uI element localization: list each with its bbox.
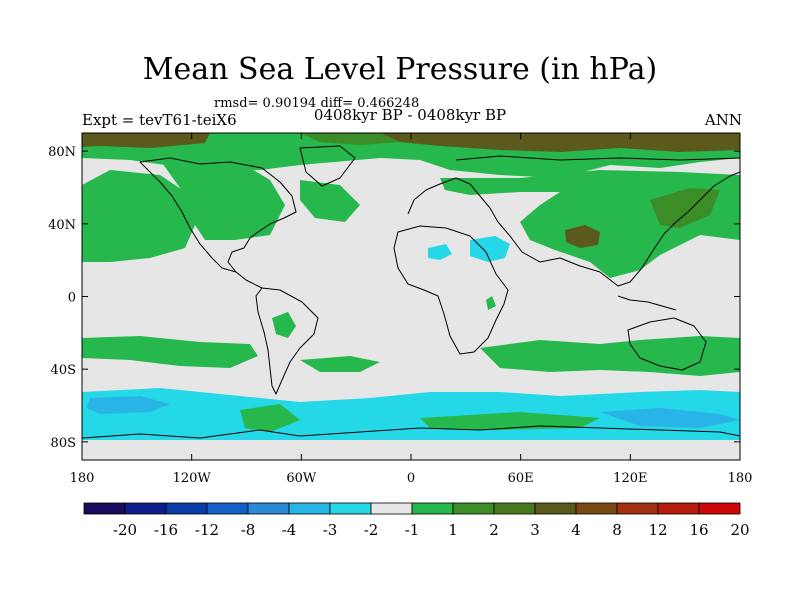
lat-tick-label: 80S <box>51 436 76 451</box>
lon-tick-label: 120E <box>613 471 647 486</box>
field-arabia-low <box>470 236 510 262</box>
lat-tick-label: 40S <box>51 363 76 378</box>
colorbar-swatch <box>206 502 249 515</box>
coast-indonesia <box>617 295 677 311</box>
coast-africa <box>393 225 509 355</box>
coastlines <box>82 145 740 439</box>
lon-tick-label: 0 <box>407 471 415 486</box>
colorbar-label: 12 <box>648 521 667 539</box>
colorbar-label: 2 <box>489 521 499 539</box>
colorbar-swatch <box>452 502 495 515</box>
colorbar-label: 16 <box>689 521 708 539</box>
colorbar: -20 -16 -12 -8 -4 -3 -2 -1 1 2 3 4 8 12 16 20 <box>83 502 750 539</box>
experiment-label: Expt = tevT61-teiX6 <box>82 111 237 129</box>
field-north-pacific <box>82 170 195 262</box>
colorbar-label: -1 <box>405 521 420 539</box>
field-south-atlantic-belt <box>300 356 380 372</box>
coast-asia <box>497 171 740 287</box>
coast-europe <box>407 177 499 223</box>
colorbar-label: -20 <box>113 521 137 539</box>
coast-asia-north <box>455 155 740 161</box>
colorbar-swatch <box>124 502 167 515</box>
field-arctic-darkgreen <box>300 133 400 145</box>
coast-north-america-west <box>139 161 237 273</box>
colorbar-swatch <box>411 502 454 515</box>
colorbar-label: 3 <box>530 521 540 539</box>
lon-tick-label: 120W <box>173 471 212 486</box>
field-southern-ocean-deep-east <box>600 408 740 428</box>
field-antarctic-green-east <box>420 412 600 430</box>
latitude-ticks: 80N 40N 0 40S 80S <box>48 145 740 451</box>
field-antarctica <box>82 440 740 460</box>
colorbar-label: -8 <box>241 521 256 539</box>
lat-tick-label: 0 <box>68 291 76 306</box>
colorbar-swatch <box>165 502 208 515</box>
map-panel: 180 120W 60W 0 60E 120E 180 80N 40N 0 40S 80S <box>48 132 753 486</box>
colorbar-label: 8 <box>612 521 622 539</box>
longitude-ticks: 180 120W 60W 0 60E 120E 180 <box>70 133 753 486</box>
colorbar-swatch <box>493 502 536 515</box>
field-south-indian-belt <box>480 336 740 376</box>
coast-north-america <box>139 157 297 289</box>
colorbar-swatch <box>657 502 700 515</box>
lon-tick-label: 60E <box>508 471 534 486</box>
coast-antarctica <box>82 425 740 439</box>
colorbar-swatch <box>329 502 372 515</box>
field-southern-ocean-deep <box>86 396 170 414</box>
coast-south-america <box>255 287 319 395</box>
colorbar-label: 1 <box>448 521 458 539</box>
lon-tick-label: 180 <box>70 471 95 486</box>
colorbar-label: -3 <box>323 521 338 539</box>
lat-tick-label: 40N <box>48 218 76 233</box>
lat-tick-label: 80N <box>48 145 76 160</box>
colorbar-swatch <box>698 502 741 515</box>
field-arctic-olive <box>82 133 210 148</box>
colorbar-label: -4 <box>282 521 297 539</box>
field-east-africa <box>486 296 496 310</box>
season-label: ANN <box>704 111 742 129</box>
coast-greenland <box>299 145 356 187</box>
colorbar-label: -12 <box>195 521 219 539</box>
colorbar-swatch <box>247 502 290 515</box>
colorbar-swatch <box>575 502 618 515</box>
field-antarctic-green <box>240 404 300 432</box>
field-north-america <box>160 160 285 240</box>
colorbar-swatch <box>288 502 331 515</box>
colorbar-label: 4 <box>571 521 581 539</box>
field-south-pacific-belt <box>82 336 258 368</box>
colorbar-label: 20 <box>730 521 749 539</box>
period-line: 0408kyr BP - 0408kyr BP <box>313 106 507 124</box>
lon-tick-label: 60W <box>286 471 317 486</box>
colorbar-label: -2 <box>364 521 379 539</box>
coast-australia <box>627 317 707 371</box>
colorbar-swatch <box>534 502 577 515</box>
field-north-africa-low <box>428 244 452 260</box>
field-arctic-olive-east <box>380 133 740 152</box>
colorbar-swatch <box>83 502 126 515</box>
field-north-atlantic <box>300 180 360 222</box>
colorbar-label: -16 <box>154 521 178 539</box>
map-title: Mean Sea Level Pressure (in hPa) <box>142 52 658 87</box>
field-himalaya <box>565 225 600 248</box>
field-andes <box>272 312 296 338</box>
colorbar-swatch <box>616 502 659 515</box>
stats-line: rmsd= 0.90194 diff= 0.466248 <box>214 96 420 111</box>
lon-tick-label: 180 <box>728 471 753 486</box>
colorbar-swatch <box>370 502 413 515</box>
